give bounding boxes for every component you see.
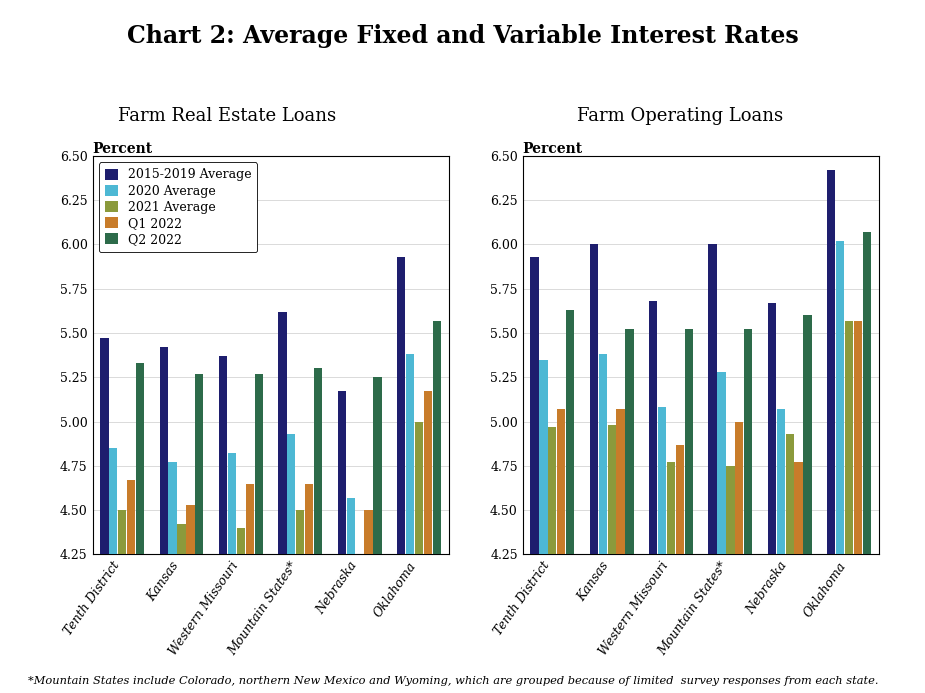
Bar	[424, 392, 432, 693]
Bar	[168, 462, 177, 693]
Bar	[590, 245, 598, 693]
Bar	[136, 363, 144, 693]
Bar	[228, 453, 236, 693]
Bar	[854, 321, 862, 693]
Bar	[684, 329, 693, 693]
Bar	[414, 421, 423, 693]
Legend: 2015-2019 Average, 2020 Average, 2021 Average, Q1 2022, Q2 2022: 2015-2019 Average, 2020 Average, 2021 Av…	[99, 162, 257, 252]
Bar	[676, 445, 684, 693]
Bar	[246, 484, 254, 693]
Bar	[795, 462, 803, 693]
Bar	[863, 232, 871, 693]
Bar	[278, 312, 287, 693]
Bar	[109, 448, 117, 693]
Bar	[785, 434, 794, 693]
Bar	[530, 257, 538, 693]
Bar	[768, 303, 776, 693]
Bar	[777, 409, 785, 693]
Text: Farm Operating Loans: Farm Operating Loans	[577, 107, 783, 125]
Text: Farm Real Estate Loans: Farm Real Estate Loans	[117, 107, 336, 125]
Bar	[667, 462, 675, 693]
Bar	[717, 372, 725, 693]
Bar	[118, 510, 127, 693]
Bar	[735, 421, 744, 693]
Bar	[314, 369, 322, 693]
Text: Chart 2: Average Fixed and Variable Interest Rates: Chart 2: Average Fixed and Variable Inte…	[127, 24, 798, 49]
Bar	[127, 480, 135, 693]
Bar	[557, 409, 565, 693]
Bar	[649, 301, 658, 693]
Text: *Mountain States include Colorado, northern New Mexico and Wyoming, which are gr: *Mountain States include Colorado, north…	[28, 676, 878, 686]
Bar	[433, 321, 441, 693]
Bar	[364, 510, 373, 693]
Bar	[625, 329, 634, 693]
Bar	[338, 392, 346, 693]
Bar	[296, 510, 304, 693]
Bar	[254, 374, 263, 693]
Bar	[616, 409, 624, 693]
Bar	[287, 434, 295, 693]
Bar	[195, 374, 204, 693]
Bar	[305, 484, 314, 693]
Bar	[397, 257, 405, 693]
Bar	[709, 245, 717, 693]
Bar	[836, 241, 845, 693]
Bar	[566, 310, 574, 693]
Bar	[726, 466, 734, 693]
Bar	[374, 377, 381, 693]
Bar	[355, 554, 364, 693]
Bar	[658, 407, 666, 693]
Bar	[804, 315, 811, 693]
Bar	[827, 170, 835, 693]
Bar	[744, 329, 752, 693]
Bar	[219, 356, 228, 693]
Bar	[598, 354, 607, 693]
Bar	[178, 525, 186, 693]
Bar	[539, 360, 548, 693]
Bar	[549, 427, 557, 693]
Bar	[406, 354, 414, 693]
Bar	[100, 338, 108, 693]
Text: Percent: Percent	[523, 142, 583, 156]
Bar	[160, 347, 167, 693]
Bar	[845, 321, 853, 693]
Bar	[347, 498, 355, 693]
Text: Percent: Percent	[92, 142, 153, 156]
Bar	[608, 425, 616, 693]
Bar	[186, 505, 194, 693]
Bar	[237, 528, 245, 693]
